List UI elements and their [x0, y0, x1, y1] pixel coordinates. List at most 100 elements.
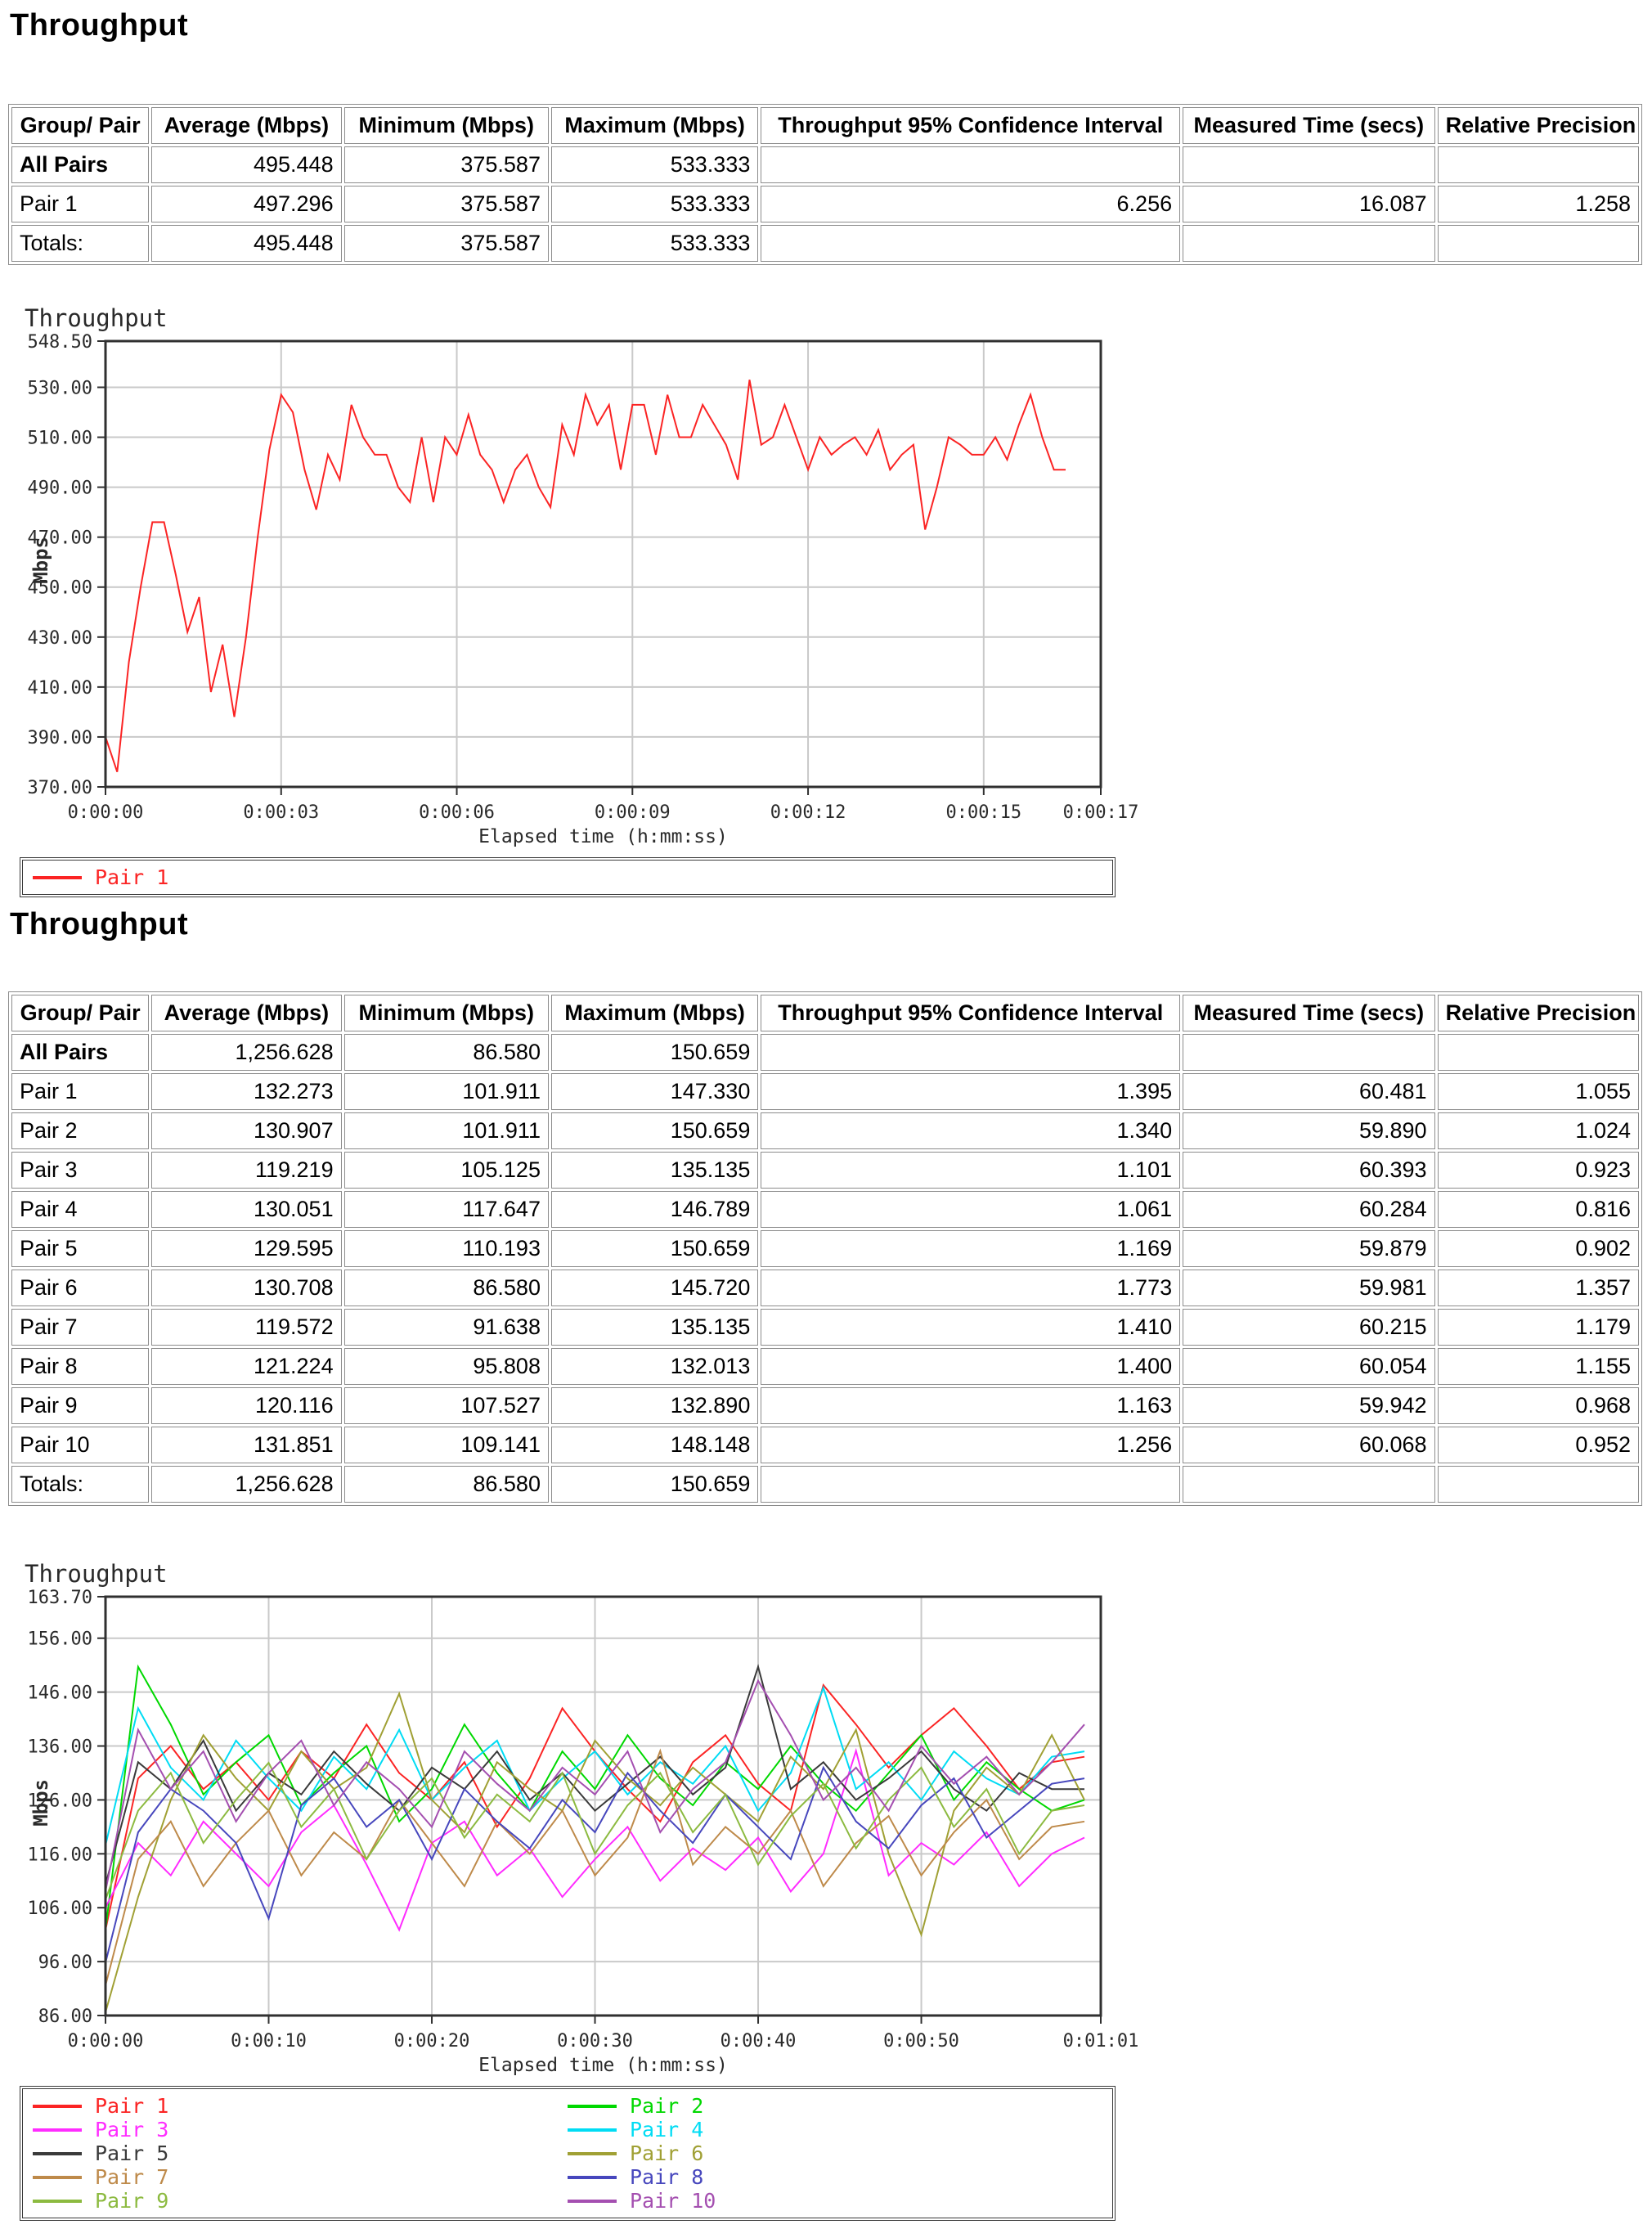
value-cell: 375.587: [343, 186, 549, 222]
value-cell: 150.659: [550, 1466, 759, 1503]
value-cell: 147.330: [550, 1073, 759, 1110]
table-row: Pair 1 132.273 101.911 147.330 1.395 60.481 1.…: [11, 1073, 1639, 1110]
value-cell: 60.481: [1183, 1073, 1435, 1110]
y-axis-label: Mbps: [29, 1779, 52, 1827]
x-tick-label: 0:00:09: [595, 802, 671, 823]
value-cell: 1.400: [761, 1348, 1181, 1385]
column-header: Minimum (Mbps): [343, 995, 549, 1031]
value-cell: 59.890: [1183, 1112, 1435, 1149]
value-cell: 59.879: [1183, 1230, 1435, 1267]
x-tick-label: 0:01:01: [1063, 2031, 1139, 2052]
row-label: Pair 5: [11, 1230, 150, 1267]
table-row: Pair 2 130.907 101.911 150.659 1.340 59.890 1.…: [11, 1112, 1639, 1149]
value-cell: 16.087: [1183, 186, 1435, 222]
y-tick-label: 156.00: [28, 1629, 92, 1650]
legend-line-swatch: [33, 875, 82, 879]
legend-entry-pair-3: Pair 3: [33, 2118, 568, 2141]
value-cell: 132.890: [550, 1387, 759, 1424]
legend-label: Pair 8: [630, 2165, 704, 2189]
value-cell: 497.296: [151, 186, 342, 222]
legend-label: Pair 2: [630, 2094, 704, 2118]
legend-entry-pair-9: Pair 9: [33, 2189, 568, 2213]
value-cell: 105.125: [343, 1152, 549, 1189]
value-cell: 121.224: [151, 1348, 342, 1385]
legend-entry-pair-8: Pair 8: [568, 2165, 1102, 2189]
value-cell: 135.135: [550, 1309, 759, 1346]
x-tick-label: 0:00:50: [883, 2031, 959, 2052]
legend-entry-pair-1: Pair 1: [33, 2094, 568, 2118]
value-cell: 148.148: [550, 1427, 759, 1463]
value-cell: [761, 225, 1181, 262]
column-header: Group/ Pair: [11, 107, 150, 144]
value-cell: [761, 1466, 1181, 1503]
value-cell: 0.968: [1437, 1387, 1639, 1424]
legend-label: Pair 4: [630, 2118, 704, 2141]
value-cell: [1183, 1466, 1435, 1503]
value-cell: [1437, 225, 1639, 262]
row-label: Pair 4: [11, 1191, 150, 1228]
value-cell: 117.647: [343, 1191, 549, 1228]
column-header: Measured Time (secs): [1183, 995, 1435, 1031]
value-cell: 101.911: [343, 1112, 549, 1149]
x-tick-label: 0:00:17: [1063, 802, 1139, 823]
y-tick-label: 126.00: [28, 1791, 92, 1811]
value-cell: 107.527: [343, 1387, 549, 1424]
x-tick-label: 0:00:00: [68, 802, 144, 823]
value-cell: 130.907: [151, 1112, 342, 1149]
value-cell: 495.448: [151, 225, 342, 262]
series-line-pair-10: [105, 1678, 1085, 1891]
column-header: Average (Mbps): [151, 995, 342, 1031]
value-cell: 375.587: [343, 146, 549, 183]
row-label: All Pairs: [11, 146, 150, 183]
legend-label: Pair 7: [95, 2165, 169, 2189]
legend-line-swatch: [33, 2175, 82, 2179]
value-cell: 120.116: [151, 1387, 342, 1424]
legend-line-swatch: [33, 2128, 82, 2132]
legend-entry-pair-2: Pair 2: [568, 2094, 1102, 2118]
series-line-pair-2: [105, 1664, 1085, 1930]
column-header: Throughput 95% Confidence Interval: [761, 995, 1181, 1031]
page-title-2: Throughput: [10, 907, 189, 941]
value-cell: 146.789: [550, 1191, 759, 1228]
table-row: Pair 5 129.595 110.193 150.659 1.169 59.879 0.…: [11, 1230, 1639, 1267]
value-cell: 150.659: [550, 1230, 759, 1267]
value-cell: 60.068: [1183, 1427, 1435, 1463]
value-cell: 1.258: [1437, 186, 1639, 222]
series-line-pair-4: [105, 1685, 1085, 1846]
value-cell: 135.135: [550, 1152, 759, 1189]
legend-entry-pair-1: Pair 1: [33, 865, 1102, 889]
row-label: Pair 10: [11, 1427, 150, 1463]
y-tick-label: 490.00: [28, 479, 92, 499]
column-header: Relative Precision: [1437, 995, 1639, 1031]
row-label: All Pairs: [11, 1034, 150, 1071]
value-cell: 1.169: [761, 1230, 1181, 1267]
column-header: Throughput 95% Confidence Interval: [761, 107, 1181, 144]
value-cell: [761, 1034, 1181, 1071]
x-tick-label: 0:00:03: [243, 802, 319, 823]
value-cell: [1437, 1034, 1639, 1071]
throughput-summary-table-2: Group/ Pair Average (Mbps) Minimum (Mbps) M…: [8, 991, 1642, 1506]
value-cell: 0.816: [1437, 1191, 1639, 1228]
value-cell: 119.219: [151, 1152, 342, 1189]
value-cell: 1.256: [761, 1427, 1181, 1463]
legend-entry-pair-6: Pair 6: [568, 2141, 1102, 2165]
throughput-summary-table-1: Group/ Pair Average (Mbps) Minimum (Mbps) M…: [8, 104, 1642, 265]
x-tick-label: 0:00:15: [945, 802, 1021, 823]
value-cell: 60.284: [1183, 1191, 1435, 1228]
value-cell: 1.024: [1437, 1112, 1639, 1149]
legend-line-swatch: [568, 2151, 617, 2155]
y-tick-label: 548.50: [28, 332, 92, 353]
table-row: Totals: 495.448 375.587 533.333: [11, 225, 1639, 262]
value-cell: 131.851: [151, 1427, 342, 1463]
value-cell: 495.448: [151, 146, 342, 183]
x-tick-label: 0:00:40: [721, 2031, 797, 2052]
y-tick-label: 390.00: [28, 728, 92, 748]
value-cell: 1.395: [761, 1073, 1181, 1110]
row-label: Pair 8: [11, 1348, 150, 1385]
y-tick-label: 530.00: [28, 378, 92, 398]
value-cell: 150.659: [550, 1034, 759, 1071]
legend-line-swatch: [568, 2175, 617, 2179]
value-cell: 132.273: [151, 1073, 342, 1110]
value-cell: 86.580: [343, 1466, 549, 1503]
